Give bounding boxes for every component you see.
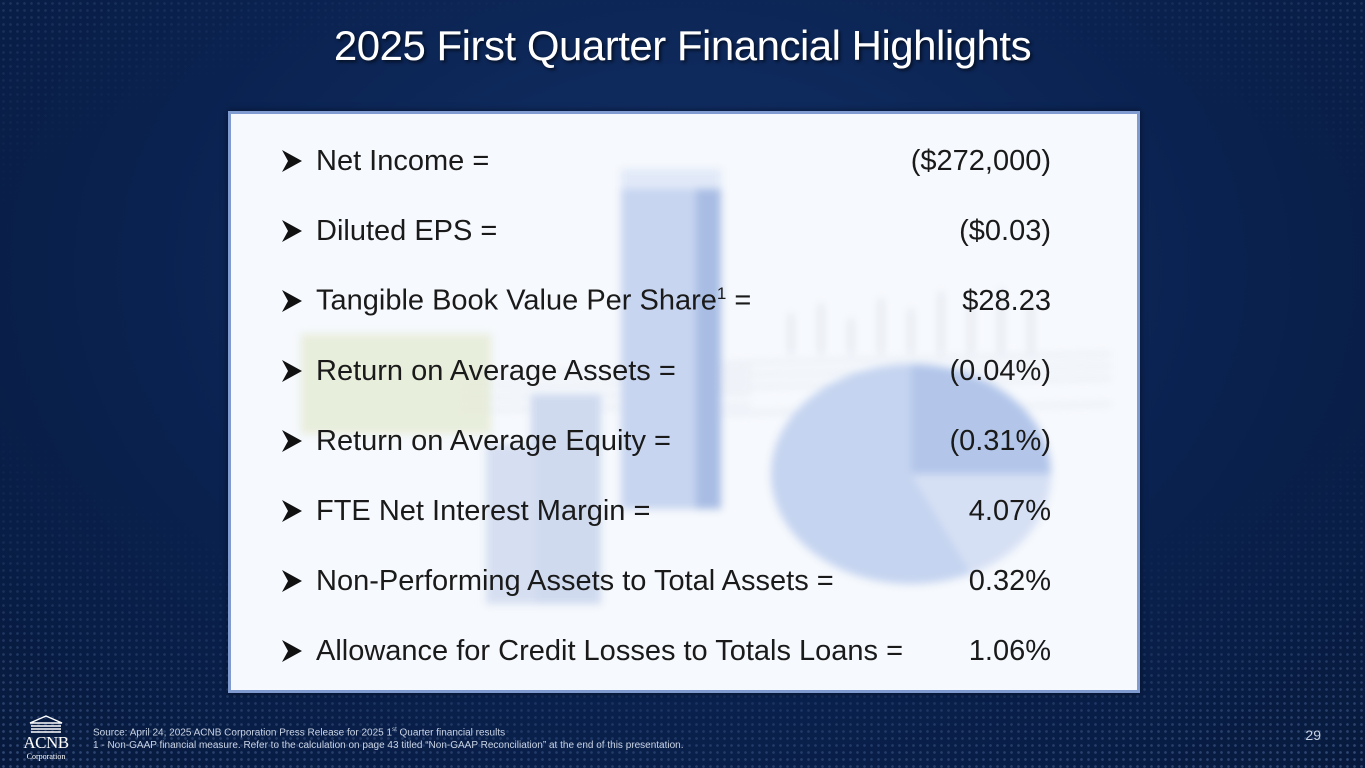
highlight-value: $28.23 bbox=[962, 284, 1051, 317]
highlight-value: 4.07% bbox=[968, 494, 1051, 527]
highlight-acl: Allowance for Credit Losses to Totals Lo… bbox=[276, 631, 1051, 671]
highlight-label: Return on Average Equity = bbox=[316, 424, 671, 457]
highlight-label: FTE Net Interest Margin = bbox=[316, 494, 651, 527]
highlight-nim: FTE Net Interest Margin = 4.07% bbox=[276, 491, 1051, 531]
highlights-panel: Net Income = ($272,000) Diluted EPS = ($… bbox=[228, 111, 1140, 693]
slide-title: 2025 First Quarter Financial Highlights bbox=[333, 22, 1032, 69]
source-note: Source: April 24, 2025 ACNB Corporation … bbox=[93, 724, 684, 739]
page-number: 29 bbox=[1305, 727, 1321, 743]
footnote-marker: 1 bbox=[716, 284, 727, 304]
arrow-bullet-icon bbox=[276, 217, 316, 245]
highlight-value: (0.04%) bbox=[949, 354, 1051, 387]
logo-name: ACNB bbox=[23, 733, 69, 752]
arrow-bullet-icon bbox=[276, 357, 316, 385]
footnote: 1 - Non-GAAP financial measure. Refer to… bbox=[93, 740, 684, 752]
arrow-bullet-icon bbox=[276, 637, 316, 665]
highlight-roae: Return on Average Equity = (0.31%) bbox=[276, 421, 1051, 461]
highlight-value: ($272,000) bbox=[910, 144, 1051, 177]
highlights-list: Net Income = ($272,000) Diluted EPS = ($… bbox=[231, 114, 1137, 690]
source-text-end: Quarter financial results bbox=[396, 727, 506, 739]
arrow-bullet-icon bbox=[276, 567, 316, 595]
acnb-logo: ACNB Corporation bbox=[18, 715, 74, 763]
highlight-value: 1.06% bbox=[968, 634, 1051, 667]
highlight-label: Non-Performing Assets to Total Assets = bbox=[316, 564, 834, 597]
arrow-bullet-icon bbox=[276, 287, 316, 315]
highlight-label: Net Income = bbox=[316, 144, 490, 177]
highlight-tangible-book-value: Tangible Book Value Per Share1 = $28.23 bbox=[276, 281, 1051, 321]
ordinal-suffix: st bbox=[392, 727, 397, 733]
highlight-label: Allowance for Credit Losses to Totals Lo… bbox=[316, 634, 904, 667]
highlight-value: 0.32% bbox=[968, 564, 1051, 597]
source-text: Source: April 24, 2025 ACNB Corporation … bbox=[93, 727, 393, 739]
footer-notes: Source: April 24, 2025 ACNB Corporation … bbox=[93, 724, 684, 752]
arrow-bullet-icon bbox=[276, 427, 316, 455]
bank-building-icon bbox=[29, 715, 63, 733]
logo-subtitle: Corporation bbox=[26, 752, 66, 761]
highlight-diluted-eps: Diluted EPS = ($0.03) bbox=[276, 211, 1051, 251]
chart-background-image bbox=[301, 169, 1112, 604]
highlight-value: ($0.03) bbox=[959, 214, 1051, 247]
highlight-net-income: Net Income = ($272,000) bbox=[276, 141, 1051, 181]
highlight-roaa: Return on Average Assets = (0.04%) bbox=[276, 351, 1051, 391]
highlight-label: Tangible Book Value Per Share1 = bbox=[316, 284, 962, 318]
highlight-npa: Non-Performing Assets to Total Assets = … bbox=[276, 561, 1051, 601]
label-suffix: = bbox=[726, 284, 752, 317]
highlight-label: Diluted EPS = bbox=[316, 214, 498, 247]
highlight-label: Return on Average Assets = bbox=[316, 354, 676, 387]
highlight-value: (0.31%) bbox=[949, 424, 1051, 457]
arrow-bullet-icon bbox=[276, 497, 316, 525]
arrow-bullet-icon bbox=[276, 147, 316, 175]
label-text: Tangible Book Value Per Share bbox=[316, 284, 717, 317]
